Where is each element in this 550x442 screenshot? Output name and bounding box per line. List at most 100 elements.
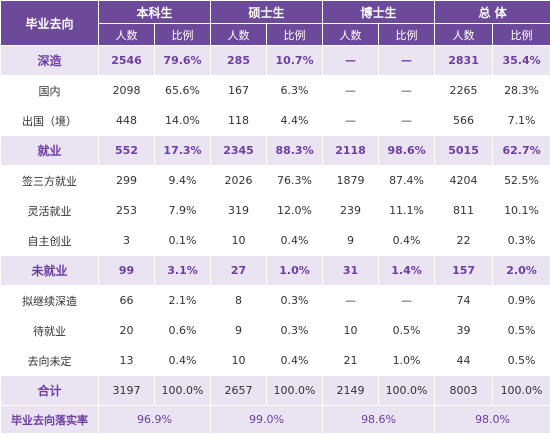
count-cell: 157 <box>434 255 494 286</box>
ratio-cell: 100.0% <box>153 375 212 406</box>
count-cell: 22 <box>434 225 494 256</box>
count-cell: 2118 <box>322 135 380 166</box>
ratio-cell: 0.9% <box>492 285 550 316</box>
ratio-cell: 4.4% <box>266 105 324 136</box>
count-cell: — <box>322 75 380 106</box>
ratio-cell: 0.6% <box>153 315 212 346</box>
ratio-cell: 10.7% <box>266 45 324 76</box>
count-cell: 1879 <box>322 165 380 196</box>
sub-header-count: 人数 <box>210 23 268 46</box>
ratio-cell: — <box>378 285 436 316</box>
count-cell: 74 <box>434 285 494 316</box>
count-cell: 2345 <box>210 135 268 166</box>
ratio-cell: 10.1% <box>492 195 550 226</box>
ratio-cell: 65.6% <box>153 75 212 106</box>
ratio-cell: 76.3% <box>266 165 324 196</box>
count-cell: 2546 <box>98 45 155 76</box>
count-cell: 8 <box>210 285 268 316</box>
row-label: 未就业 <box>0 255 99 286</box>
group-header-overall: 总 体 <box>434 0 550 24</box>
table-row: 拟继续深造 66 2.1% 8 0.3% — —74 0.9% <box>0 285 550 316</box>
row-label: 深造 <box>0 45 99 76</box>
row-label: 签三方就业 <box>0 165 99 196</box>
row-label: 待就业 <box>0 315 99 346</box>
sub-header-count: 人数 <box>98 23 155 46</box>
header-row-subs: 人数 比例 人数 比例 人数 比例 人数 比例 <box>1 23 550 46</box>
ratio-cell: 88.3% <box>266 135 324 166</box>
ratio-cell: 100.0% <box>378 375 436 406</box>
ratio-cell: 98.6% <box>378 135 436 166</box>
ratio-cell: 7.1% <box>492 105 550 136</box>
table-row: 出国（境） 448 14.0% 118 4.4% — —566 7.1% <box>0 105 550 136</box>
ratio-cell: 12.0% <box>266 195 324 226</box>
count-cell: 3197 <box>98 375 155 406</box>
count-cell: 31 <box>322 255 380 286</box>
ratio-cell: 35.4% <box>492 45 550 76</box>
count-cell: 118 <box>210 105 268 136</box>
placement-rate-master: 99.0% <box>210 405 324 434</box>
table-row: 待就业 20 0.6% 9 0.3% 10 0.5% 39 0.5% <box>0 315 550 346</box>
ratio-cell: — <box>378 105 436 136</box>
count-cell: 9 <box>210 315 268 346</box>
sub-header-ratio: 比例 <box>266 23 324 46</box>
sub-header-count: 人数 <box>434 23 494 46</box>
ratio-cell: 11.1% <box>378 195 436 226</box>
row-label: 自主创业 <box>0 225 99 256</box>
placement-rate-overall: 98.0% <box>434 405 550 434</box>
table-row: 就业 552 17.3% 2345 88.3% 2118 98.6% 5015 62.7% <box>0 135 550 166</box>
row-label: 国内 <box>0 75 99 106</box>
corner-header: 毕业去向 <box>0 0 99 46</box>
count-cell: 3 <box>98 225 155 256</box>
sub-header-ratio: 比例 <box>492 23 550 46</box>
table-row: 灵活就业 253 7.9% 319 12.0% 239 11.1% 811 10.1% <box>0 195 550 226</box>
count-cell: 167 <box>210 75 268 106</box>
placement-rate-undergrad: 96.9% <box>97 405 212 434</box>
row-label: 灵活就业 <box>0 195 99 226</box>
count-cell: 66 <box>98 285 155 316</box>
ratio-cell: 0.3% <box>266 285 324 316</box>
ratio-cell: 14.0% <box>153 105 212 136</box>
placement-rate-row: 毕业去向落实率 96.9% 99.0% 98.6% 98.0% <box>0 405 550 434</box>
group-header-doctor: 博士生 <box>322 0 436 24</box>
count-cell: 448 <box>98 105 155 136</box>
count-cell: 5015 <box>434 135 494 166</box>
count-cell: 285 <box>210 45 268 76</box>
count-cell: 2831 <box>434 45 494 76</box>
ratio-cell: 3.1% <box>153 255 212 286</box>
count-cell: 2026 <box>210 165 268 196</box>
ratio-cell: 79.6% <box>153 45 212 76</box>
ratio-cell: 0.3% <box>492 225 550 256</box>
placement-rate-doctor: 98.6% <box>322 405 436 434</box>
group-header-undergrad: 本科生 <box>97 0 212 24</box>
ratio-cell: 0.1% <box>153 225 212 256</box>
count-cell: 552 <box>98 135 155 166</box>
table-row: 去向未定 13 0.4% 10 0.4% 21 1.0% 44 0.5% <box>0 345 550 376</box>
table-row: 签三方就业 299 9.4% 2026 76.3% 1879 87.4% 4204 52.5% <box>0 165 550 196</box>
count-cell: — <box>322 105 380 136</box>
count-cell: — <box>322 45 380 76</box>
ratio-cell: 100.0% <box>492 375 550 406</box>
ratio-cell: 0.4% <box>153 345 212 376</box>
ratio-cell: 1.4% <box>378 255 436 286</box>
row-label: 拟继续深造 <box>0 285 99 316</box>
row-label: 去向未定 <box>0 345 99 376</box>
ratio-cell: 0.3% <box>266 315 324 346</box>
count-cell: 20 <box>98 315 155 346</box>
ratio-cell: 6.3% <box>266 75 324 106</box>
count-cell: 566 <box>434 105 494 136</box>
count-cell: 27 <box>210 255 268 286</box>
count-cell: 10 <box>210 345 268 376</box>
count-cell: 2149 <box>322 375 380 406</box>
count-cell: 299 <box>98 165 155 196</box>
ratio-cell: 1.0% <box>378 345 436 376</box>
placement-rate-label: 毕业去向落实率 <box>0 405 99 434</box>
ratio-cell: — <box>378 45 436 76</box>
count-cell: 10 <box>210 225 268 256</box>
ratio-cell: 0.5% <box>492 315 550 346</box>
count-cell: 2657 <box>210 375 268 406</box>
count-cell: 2265 <box>434 75 494 106</box>
count-cell: 319 <box>210 195 268 226</box>
ratio-cell: 1.0% <box>266 255 324 286</box>
ratio-cell: 0.4% <box>378 225 436 256</box>
